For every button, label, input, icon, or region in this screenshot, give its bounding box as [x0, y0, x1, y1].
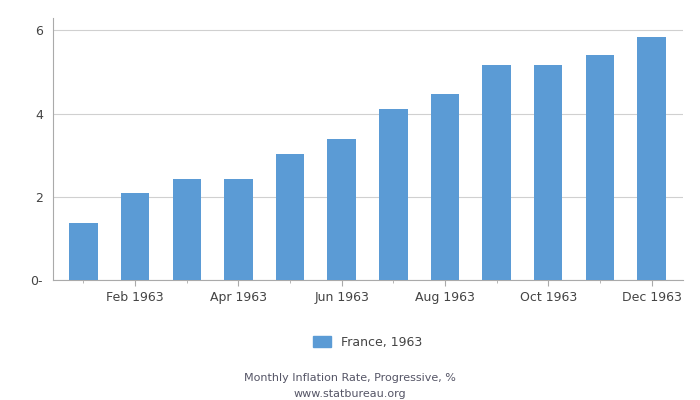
Bar: [482, 64, 511, 280]
Legend: France, 1963: France, 1963: [307, 331, 428, 354]
Bar: [534, 64, 562, 280]
Bar: [328, 140, 356, 280]
Bar: [224, 179, 253, 280]
Text: www.statbureau.org: www.statbureau.org: [294, 389, 406, 399]
Text: Monthly Inflation Rate, Progressive, %: Monthly Inflation Rate, Progressive, %: [244, 373, 456, 383]
Bar: [586, 54, 614, 280]
Bar: [379, 109, 407, 280]
Bar: [637, 37, 666, 280]
Bar: [121, 194, 149, 280]
Bar: [69, 223, 98, 280]
Bar: [173, 179, 201, 280]
Bar: [430, 94, 459, 280]
Bar: [276, 154, 304, 280]
